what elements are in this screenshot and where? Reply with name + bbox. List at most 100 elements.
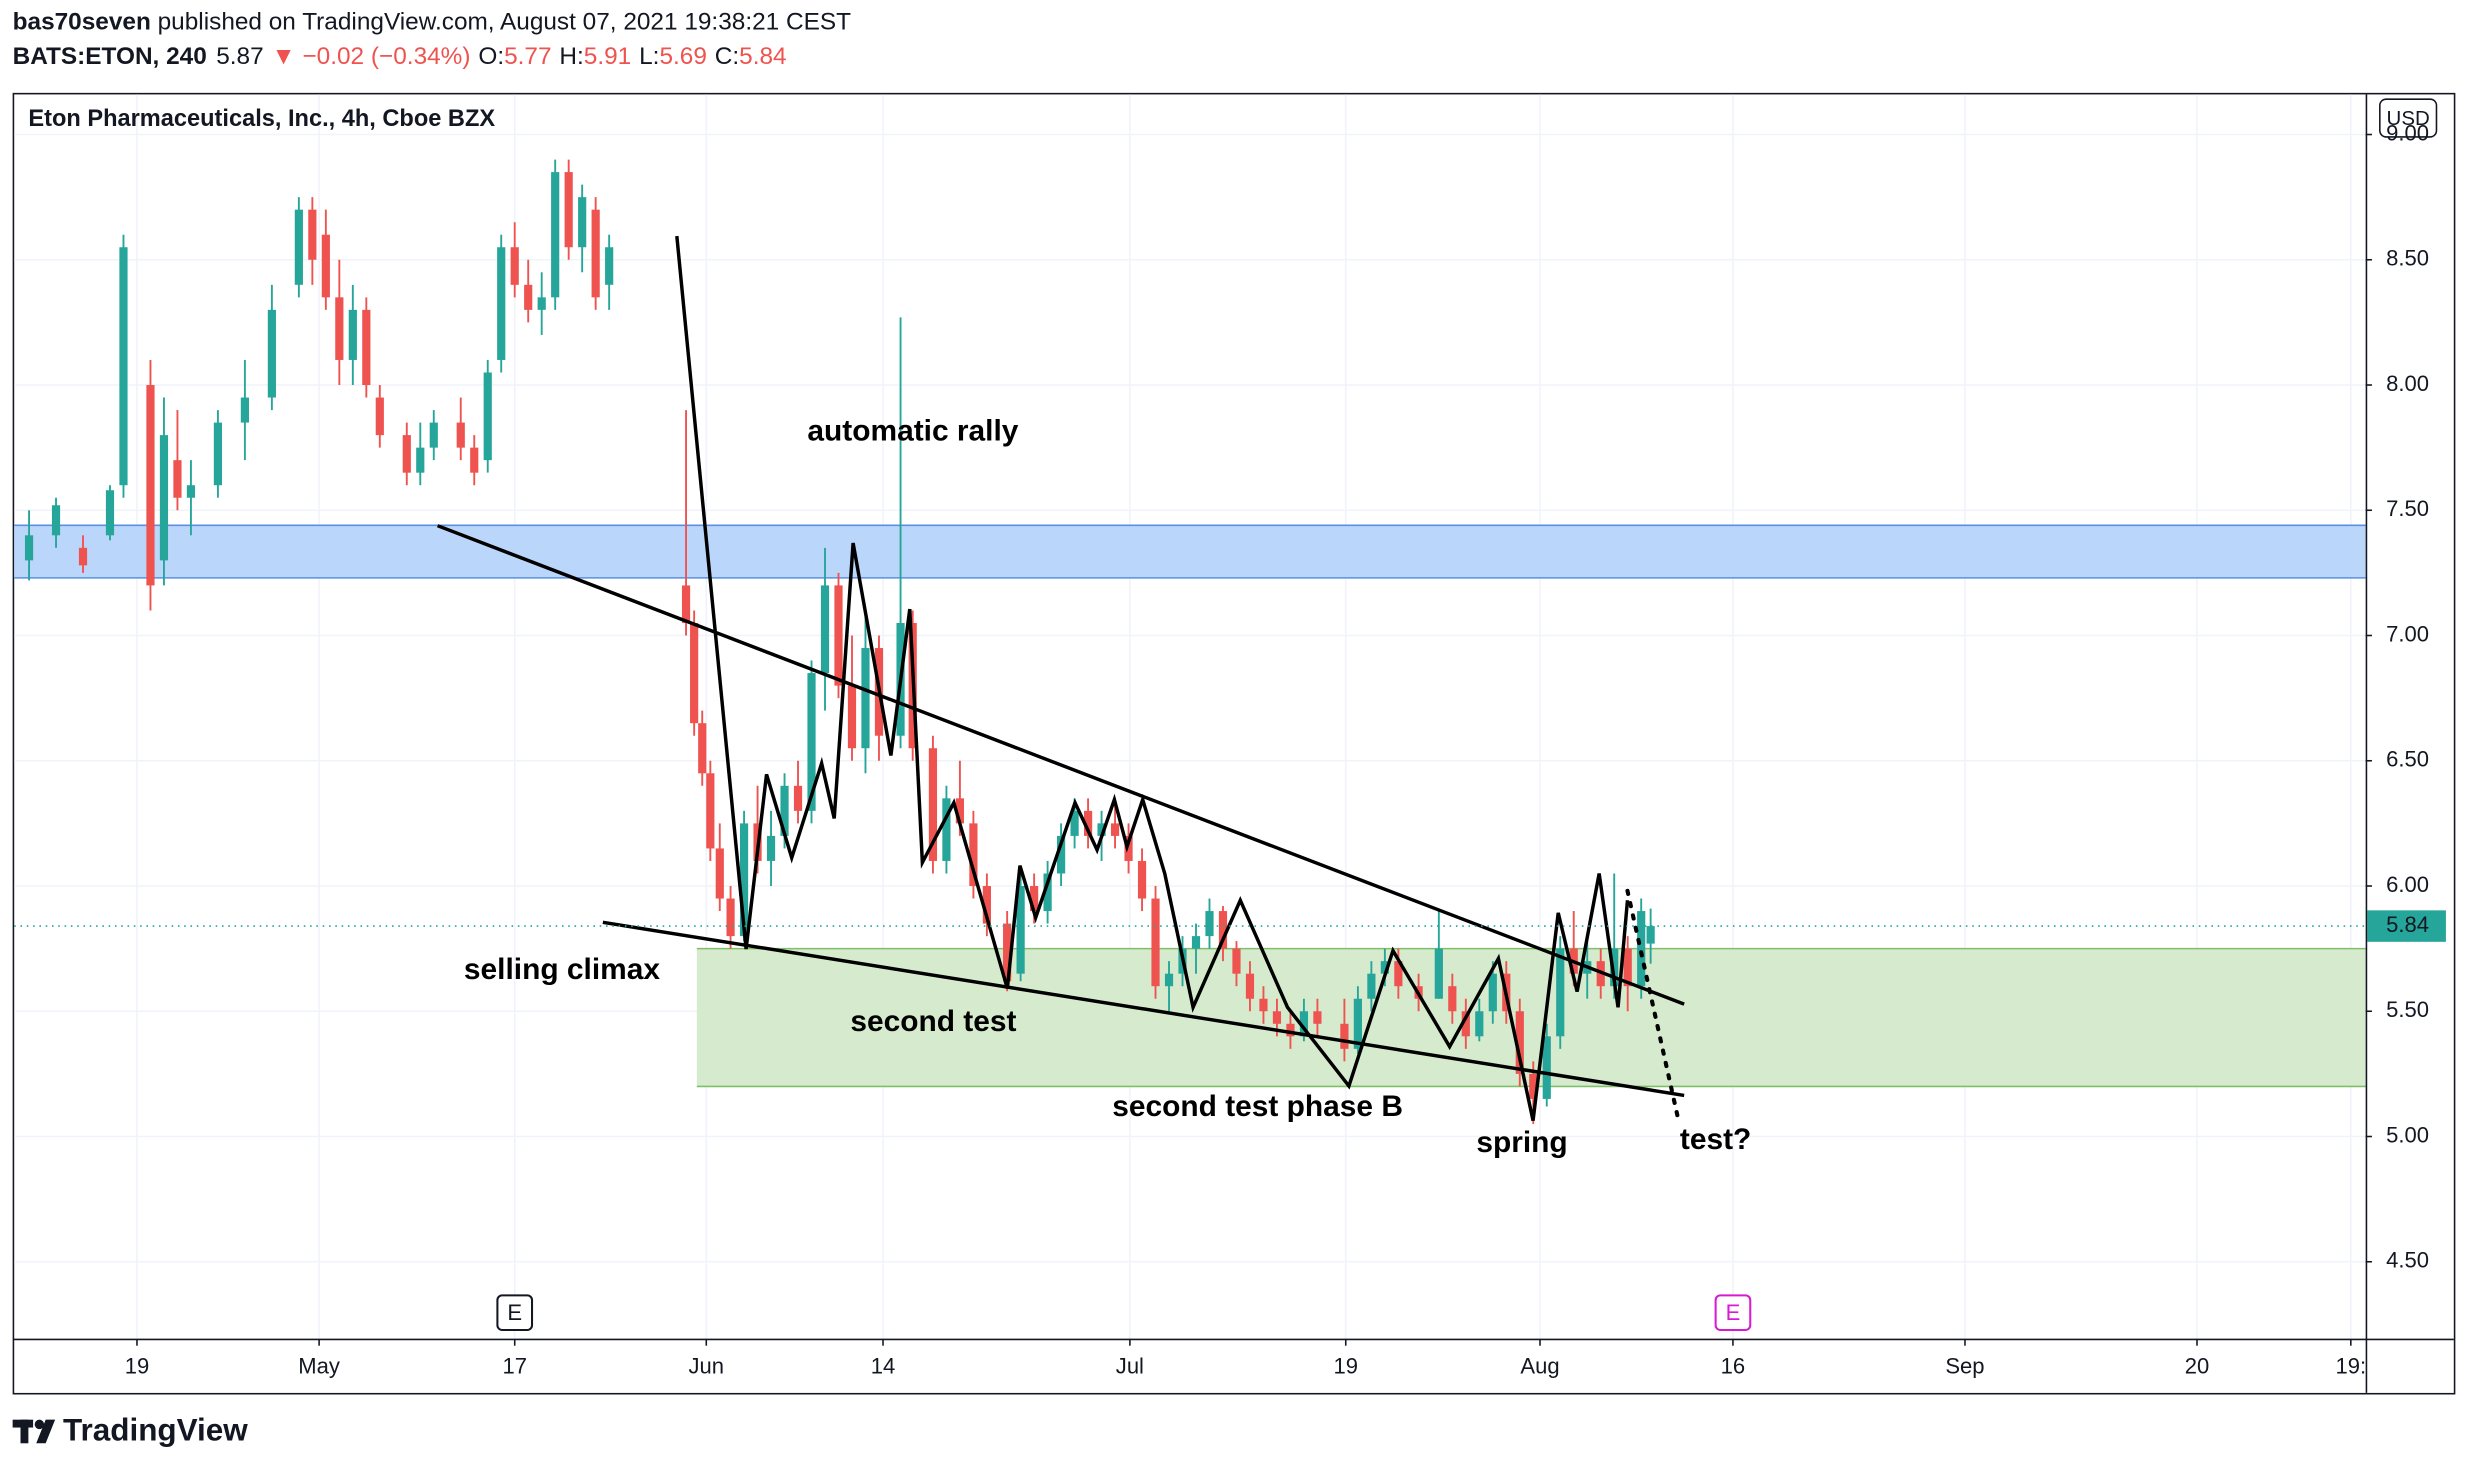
l: 5.69 (659, 44, 706, 71)
x-tick-label: 16 (1721, 1354, 1745, 1379)
candle-body (1016, 886, 1025, 974)
candle-body (1380, 961, 1389, 974)
frame (12, 92, 2456, 1395)
upper-trendline (436, 524, 1685, 1006)
candle-body (551, 172, 560, 298)
candle-body (1286, 1023, 1295, 1037)
candle-body (1299, 1011, 1309, 1037)
candle-body (847, 685, 857, 749)
last-price-box (2367, 910, 2446, 942)
candle-body (335, 297, 344, 360)
candle-body (698, 723, 707, 774)
annotation: spring (1476, 1126, 1567, 1159)
x-tick-label: 14 (871, 1354, 896, 1379)
y-tick-label: 8.00 (2386, 371, 2429, 396)
candle-body (1556, 948, 1565, 1037)
last-price-label: 5.84 (2386, 912, 2429, 937)
x-tick-label: Aug (1520, 1354, 1559, 1379)
candle-body (173, 460, 182, 498)
candle-body (591, 209, 600, 298)
currency-box (2379, 98, 2438, 138)
candle-body (780, 785, 789, 836)
candle-body (1529, 1073, 1538, 1099)
candle-body (51, 505, 61, 536)
candle-body (1057, 835, 1066, 874)
candle-body (1083, 810, 1093, 836)
candle-body (1245, 973, 1255, 999)
candle-body (969, 823, 978, 887)
l-label: L: (639, 44, 659, 71)
candle-body (416, 447, 425, 473)
candle-body (928, 748, 938, 861)
candle-body (1646, 926, 1655, 944)
event-label: E (1726, 1300, 1741, 1325)
x-tick-label: 19 (1333, 1354, 1357, 1379)
candle-body (24, 535, 34, 561)
candle-body (1542, 1036, 1551, 1099)
y-tick-label: 6.50 (2386, 747, 2429, 772)
c-label: C: (715, 44, 739, 71)
candle-body (362, 309, 371, 386)
header-line-1: bas70seven published on TradingView.com,… (13, 9, 851, 36)
x-tick-label: Sep (1945, 1354, 1984, 1379)
candle-body (942, 798, 951, 861)
o: 5.77 (504, 44, 551, 71)
candle-body (982, 886, 991, 924)
candle-body (681, 585, 691, 623)
candle-body (834, 585, 843, 686)
grid (14, 94, 2366, 1340)
candle-body (1353, 998, 1362, 1049)
y-tick-label: 9.00 (2386, 120, 2429, 145)
x-tick-label: 19: (2336, 1354, 2367, 1379)
x-tick-label: May (298, 1354, 340, 1379)
candle-body (739, 823, 749, 937)
candle-body (1515, 1011, 1524, 1074)
candle-body (524, 284, 533, 310)
last: 5.87 (216, 44, 263, 71)
candle-body (1475, 1011, 1484, 1037)
candle-body (1232, 948, 1241, 974)
candle-body (510, 247, 519, 285)
candle-body (726, 898, 735, 937)
y-tick-label: 8.50 (2386, 246, 2429, 271)
candle-body (1164, 973, 1174, 987)
lower-trendline (602, 920, 1685, 1098)
brand-logo (12, 1419, 56, 1444)
candle-body (375, 397, 384, 436)
candle-body (1030, 886, 1039, 912)
annotation: second test (850, 1005, 1016, 1038)
candle-body (294, 209, 303, 285)
candle-body (119, 247, 128, 486)
candle-body (706, 773, 715, 849)
candle-body (497, 247, 506, 360)
x-tick-label: Jul (1116, 1354, 1144, 1379)
candle-body (159, 435, 169, 561)
projection (1625, 888, 1680, 1120)
h-label: H: (559, 44, 583, 71)
candle-body (793, 785, 803, 811)
candle-body (1272, 1011, 1282, 1024)
candle-body (955, 798, 965, 824)
candle-body (1448, 986, 1457, 1012)
y-tick-label: 7.50 (2386, 496, 2429, 521)
candle-body (1097, 823, 1106, 836)
candle-body (429, 422, 438, 448)
currency: USD (2387, 107, 2430, 130)
candle-body (402, 435, 411, 473)
author: bas70seven (13, 9, 151, 36)
drawings (436, 235, 1685, 1121)
candle-body (240, 397, 249, 423)
candle-body (308, 209, 317, 260)
candle-body (1313, 1011, 1322, 1024)
annotation: second test phase B (1112, 1090, 1403, 1123)
candle-body (348, 309, 357, 360)
candle-body (1043, 873, 1052, 912)
annotation: selling climax (464, 953, 660, 986)
event-marker (1714, 1294, 1752, 1331)
published: published on TradingView.com, August 07,… (151, 9, 851, 36)
candle-body (1488, 973, 1497, 1012)
x-tick-label: 19 (125, 1354, 149, 1379)
annotation: test? (1680, 1123, 1751, 1156)
event-marker (496, 1294, 534, 1331)
